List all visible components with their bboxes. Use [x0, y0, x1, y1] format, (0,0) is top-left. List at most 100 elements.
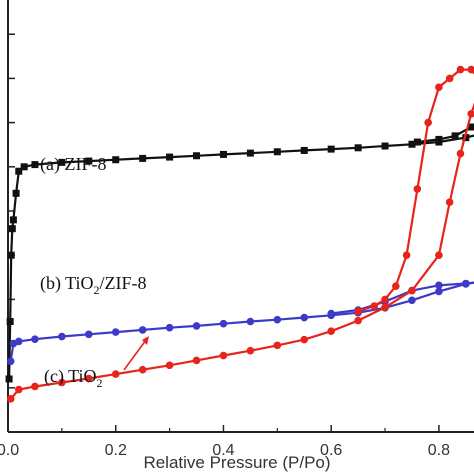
- x-axis-title: Relative Pressure (P/Po): [143, 453, 330, 472]
- data-point: [7, 251, 15, 259]
- data-point: [300, 146, 308, 154]
- annotation-tio2-zif8: (b) TiO2/ZIF-8: [40, 273, 147, 297]
- data-point: [58, 158, 66, 166]
- data-point: [6, 357, 15, 366]
- x-tick-label: 0.8: [428, 442, 450, 459]
- data-point: [12, 189, 20, 197]
- data-point: [381, 295, 389, 304]
- data-point: [467, 123, 474, 131]
- data-point: [467, 65, 474, 74]
- data-point: [273, 315, 282, 324]
- annotation-tio2-zif8-sub: 2: [94, 283, 100, 297]
- data-point: [8, 225, 16, 233]
- data-point: [435, 287, 443, 296]
- data-point: [166, 153, 174, 161]
- data-point: [58, 378, 66, 387]
- data-point: [381, 142, 389, 150]
- data-point: [408, 286, 416, 295]
- data-point: [9, 216, 17, 224]
- data-point: [5, 375, 13, 383]
- data-point: [6, 395, 15, 403]
- data-point: [327, 309, 335, 318]
- data-point: [424, 118, 432, 127]
- annotation-zif8: (a) ZIF-8: [40, 154, 106, 175]
- data-point: [354, 144, 362, 152]
- data-point: [14, 385, 23, 394]
- data-point: [402, 251, 411, 259]
- annotation-tio2-zif8-suffix: /ZIF-8: [100, 273, 147, 293]
- series-line-tio2-adsorption: [9, 102, 474, 400]
- data-point: [392, 282, 400, 290]
- data-point: [413, 185, 422, 193]
- data-point: [111, 328, 120, 336]
- data-point: [15, 167, 23, 175]
- annotation-zif8-text: (a) ZIF-8: [40, 154, 106, 175]
- data-point: [370, 302, 379, 310]
- data-point: [31, 161, 39, 169]
- data-point: [435, 251, 443, 259]
- data-point: [445, 198, 454, 206]
- data-point: [456, 65, 465, 74]
- series-line-zif8-adsorption: [8, 134, 474, 380]
- data-point: [219, 351, 228, 360]
- data-point: [435, 281, 443, 290]
- data-point: [192, 322, 201, 330]
- data-point: [138, 365, 147, 374]
- data-point: [193, 152, 201, 160]
- annotation-tio2-prefix: (c) TiO: [44, 366, 97, 387]
- series-layer: [5, 65, 474, 403]
- data-point: [467, 109, 474, 118]
- data-point: [435, 83, 443, 92]
- data-point: [85, 157, 93, 165]
- data-point: [445, 74, 454, 83]
- data-point: [300, 335, 309, 344]
- data-point: [273, 148, 281, 156]
- data-point: [354, 307, 362, 316]
- annotation-tio2: (c) TiO2: [44, 366, 103, 390]
- data-point: [381, 303, 389, 312]
- x-tick-label: 0.0: [0, 442, 19, 459]
- annotation-tio2-sub: 2: [97, 376, 103, 390]
- data-point: [14, 337, 23, 346]
- data-point: [413, 138, 421, 146]
- annotation-tio2-arrow: [123, 339, 147, 371]
- data-point: [435, 135, 443, 143]
- data-point: [246, 317, 255, 326]
- data-point: [327, 145, 335, 153]
- x-tick-label: 0.6: [320, 442, 342, 459]
- axes: 0.0 0.2 0.4 0.6 0.8: [0, 0, 474, 459]
- data-point: [20, 163, 28, 171]
- series-zif8: [5, 123, 474, 383]
- data-point: [112, 156, 120, 164]
- data-point: [165, 361, 174, 370]
- data-point: [192, 356, 201, 365]
- data-point: [138, 326, 147, 334]
- data-point: [31, 382, 39, 391]
- data-point: [456, 149, 465, 158]
- data-point: [219, 319, 228, 328]
- series-tio2: [6, 65, 474, 403]
- data-point: [6, 318, 14, 325]
- data-point: [354, 316, 362, 325]
- data-point: [84, 330, 93, 339]
- data-point: [111, 370, 120, 378]
- data-point: [300, 313, 309, 322]
- data-point: [139, 154, 147, 162]
- data-point: [219, 150, 227, 158]
- data-point: [462, 279, 470, 288]
- data-point: [84, 374, 93, 383]
- annotation-tio2-zif8-prefix: (b) TiO: [40, 273, 94, 294]
- data-point: [408, 140, 416, 148]
- data-point: [246, 346, 255, 355]
- data-point: [451, 132, 459, 140]
- data-point: [165, 323, 174, 332]
- data-point: [408, 296, 416, 305]
- x-tick-label: 0.4: [212, 442, 234, 459]
- data-point: [327, 327, 335, 336]
- data-point: [58, 332, 66, 341]
- data-point: [246, 149, 254, 157]
- data-point: [273, 341, 282, 350]
- annotation-tio2-arrowhead: [142, 336, 149, 345]
- x-tick-label: 0.2: [105, 442, 127, 459]
